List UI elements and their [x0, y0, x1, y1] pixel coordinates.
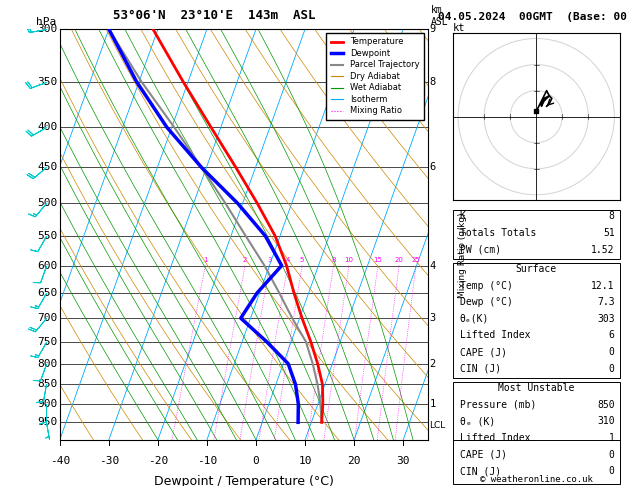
Text: 850: 850 — [597, 399, 615, 410]
Text: 2: 2 — [430, 359, 436, 369]
Text: LCL: LCL — [430, 421, 446, 431]
Text: 900: 900 — [38, 399, 58, 409]
Text: 6: 6 — [430, 162, 436, 173]
Text: 400: 400 — [38, 122, 58, 132]
Text: 3: 3 — [267, 257, 272, 263]
Text: -10: -10 — [197, 456, 217, 466]
Text: 8: 8 — [609, 211, 615, 221]
Text: -30: -30 — [99, 456, 119, 466]
Text: 4: 4 — [430, 260, 436, 271]
Text: kt: kt — [453, 23, 465, 34]
Text: 0: 0 — [609, 364, 615, 374]
Text: CAPE (J): CAPE (J) — [460, 450, 506, 460]
Text: 500: 500 — [38, 198, 58, 208]
Text: Dewpoint / Temperature (°C): Dewpoint / Temperature (°C) — [154, 475, 333, 486]
Bar — [453, 263, 620, 378]
Text: Lifted Index: Lifted Index — [460, 330, 530, 340]
Text: CIN (J): CIN (J) — [460, 466, 501, 476]
Text: 25: 25 — [411, 257, 420, 263]
Text: 0: 0 — [609, 347, 615, 357]
Text: Surface: Surface — [516, 264, 557, 274]
Text: 1: 1 — [203, 257, 208, 263]
Text: 9: 9 — [430, 24, 436, 34]
Text: 0: 0 — [253, 456, 259, 466]
Text: Mixing Ratio (g/kg): Mixing Ratio (g/kg) — [458, 212, 467, 298]
Text: 1.52: 1.52 — [591, 244, 615, 255]
Bar — [453, 210, 620, 259]
Text: 750: 750 — [38, 337, 58, 347]
Text: 800: 800 — [38, 359, 58, 369]
Text: 600: 600 — [38, 260, 58, 271]
Text: Pressure (mb): Pressure (mb) — [460, 399, 536, 410]
Text: Lifted Index: Lifted Index — [460, 433, 530, 443]
Text: 350: 350 — [38, 77, 58, 87]
Text: 10: 10 — [298, 456, 312, 466]
Text: -20: -20 — [148, 456, 168, 466]
Text: θₑ(K): θₑ(K) — [460, 314, 489, 324]
Text: 6: 6 — [609, 330, 615, 340]
Text: © weatheronline.co.uk: © weatheronline.co.uk — [480, 474, 593, 484]
Text: km
ASL: km ASL — [431, 5, 448, 27]
Text: CIN (J): CIN (J) — [460, 364, 501, 374]
Text: 30: 30 — [396, 456, 410, 466]
Text: -40: -40 — [50, 456, 70, 466]
Text: 53°06'N  23°10'E  143m  ASL: 53°06'N 23°10'E 143m ASL — [113, 9, 316, 22]
Text: θₑ (K): θₑ (K) — [460, 417, 495, 426]
Legend: Temperature, Dewpoint, Parcel Trajectory, Dry Adiabat, Wet Adiabat, Isotherm, Mi: Temperature, Dewpoint, Parcel Trajectory… — [326, 34, 423, 120]
Text: 4: 4 — [286, 257, 290, 263]
Text: hPa: hPa — [36, 17, 57, 27]
Text: 650: 650 — [38, 288, 58, 298]
Text: 850: 850 — [38, 380, 58, 389]
Text: 20: 20 — [394, 257, 404, 263]
Text: 7.3: 7.3 — [597, 297, 615, 307]
Bar — [453, 382, 620, 480]
Text: 3: 3 — [430, 313, 436, 323]
Text: 20: 20 — [347, 456, 361, 466]
Text: PW (cm): PW (cm) — [460, 244, 501, 255]
Text: 10: 10 — [345, 257, 353, 263]
Text: 450: 450 — [38, 162, 58, 173]
Text: Temp (°C): Temp (°C) — [460, 280, 513, 291]
Text: 300: 300 — [38, 24, 58, 34]
Bar — [453, 440, 620, 485]
Text: 51: 51 — [603, 228, 615, 238]
Text: 700: 700 — [38, 313, 58, 323]
Text: 1: 1 — [609, 433, 615, 443]
Text: Most Unstable: Most Unstable — [498, 383, 574, 393]
Text: 0: 0 — [609, 450, 615, 460]
Text: 303: 303 — [597, 314, 615, 324]
Text: 2: 2 — [243, 257, 247, 263]
Text: 0: 0 — [609, 466, 615, 476]
Text: CAPE (J): CAPE (J) — [460, 347, 506, 357]
Text: 550: 550 — [38, 231, 58, 241]
Text: 1: 1 — [430, 399, 436, 409]
Text: 310: 310 — [597, 417, 615, 426]
Text: Dewp (°C): Dewp (°C) — [460, 297, 513, 307]
Text: 8: 8 — [430, 77, 436, 87]
Text: 8: 8 — [331, 257, 336, 263]
Text: 15: 15 — [374, 257, 382, 263]
Text: 950: 950 — [38, 417, 58, 427]
Text: 12.1: 12.1 — [591, 280, 615, 291]
Text: 5: 5 — [300, 257, 304, 263]
Text: Totals Totals: Totals Totals — [460, 228, 536, 238]
Text: 04.05.2024  00GMT  (Base: 00): 04.05.2024 00GMT (Base: 00) — [438, 12, 629, 22]
Text: K: K — [460, 211, 465, 221]
